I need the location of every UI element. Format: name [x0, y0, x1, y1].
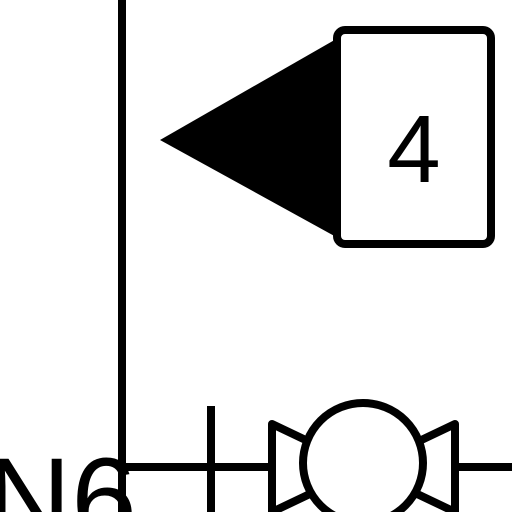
- callout-flag: 4: [160, 26, 495, 248]
- valve-with-circle-icon: [268, 399, 459, 512]
- callout-box: [333, 26, 495, 248]
- valve-circle: [299, 399, 427, 512]
- callout-number: 4: [387, 96, 440, 203]
- node-label: N6: [0, 434, 137, 512]
- left-arrow-icon: [160, 38, 338, 238]
